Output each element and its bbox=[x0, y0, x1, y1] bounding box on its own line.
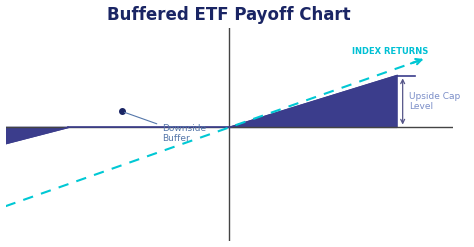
Text: INDEX RETURNS: INDEX RETURNS bbox=[352, 47, 428, 56]
Title: Buffered ETF Payoff Chart: Buffered ETF Payoff Chart bbox=[108, 5, 351, 23]
Polygon shape bbox=[6, 127, 68, 144]
Text: Downside
Buffer: Downside Buffer bbox=[125, 112, 206, 143]
Text: Upside Cap
Level: Upside Cap Level bbox=[410, 92, 461, 111]
Polygon shape bbox=[229, 76, 397, 127]
